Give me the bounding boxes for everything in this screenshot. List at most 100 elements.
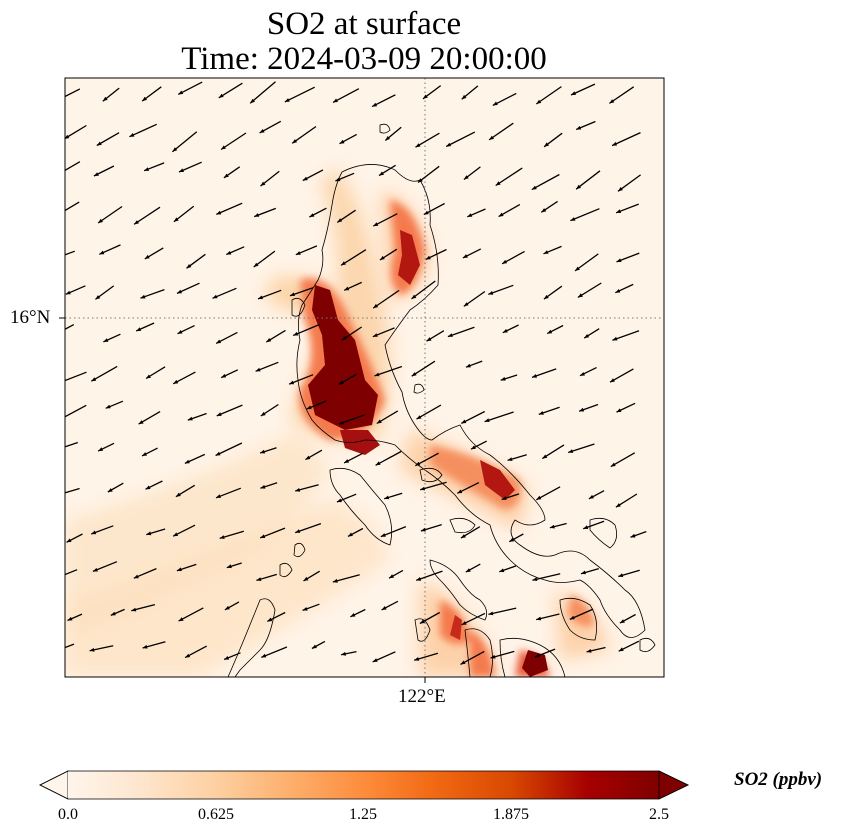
wind-arrow-head <box>339 420 344 425</box>
wind-arrow-head <box>610 462 616 467</box>
wind-arrow-head <box>447 333 453 337</box>
wind-arrow-head <box>547 329 553 334</box>
wind-arrow <box>133 206 161 225</box>
wind-arrow-head <box>224 656 230 660</box>
wind-arrow-head <box>416 577 422 581</box>
wind-arrow-head <box>89 647 95 652</box>
wind-arrow <box>609 86 635 104</box>
wind-arrow-head <box>284 98 290 102</box>
wind-arrow <box>447 326 475 338</box>
wind-arrow-head <box>289 380 295 385</box>
wind-arrow-head <box>218 93 224 98</box>
wind-arrow-head <box>261 653 267 658</box>
wind-arrow-head <box>221 373 227 378</box>
wind-arrow-head <box>92 567 98 572</box>
wind-arrow <box>65 88 81 98</box>
wind-arrow-head <box>59 380 64 384</box>
wind-arrow-head <box>372 102 378 107</box>
wind-arrow-head <box>488 291 494 295</box>
wind-arrow-head <box>142 452 147 456</box>
colorbar-tick-4: 2.5 <box>649 806 669 823</box>
wind-arrow-head <box>373 303 379 309</box>
wind-arrow-head <box>99 250 105 255</box>
wind-arrow <box>65 250 76 256</box>
wind-arrow-head <box>224 605 230 610</box>
wind-arrow-head <box>311 644 317 649</box>
wind-arrow-head <box>575 266 580 271</box>
wind-arrow-head <box>460 534 466 539</box>
wind-arrow <box>420 481 447 491</box>
wind-arrow <box>611 132 641 147</box>
wind-arrow <box>488 122 514 141</box>
wind-arrow-head <box>65 290 71 295</box>
wind-arrow <box>291 125 317 144</box>
wind-arrow-head <box>543 294 549 300</box>
wind-arrow-head <box>172 147 178 152</box>
wind-arrow-head <box>131 607 137 612</box>
wind-arrow <box>171 131 198 153</box>
wind-arrow-head <box>176 567 182 572</box>
wind-arrow <box>570 208 600 222</box>
wind-arrow-head <box>55 493 60 497</box>
colorbar-gradient <box>68 771 659 799</box>
wind-arrow-head <box>618 647 624 652</box>
wind-arrow <box>90 365 118 382</box>
wind-arrow-head <box>420 486 426 491</box>
wind-arrow-head <box>570 217 576 221</box>
wind-arrow-head <box>414 657 420 661</box>
wind-arrow-head <box>93 172 99 176</box>
wind-arrow-head <box>215 451 221 456</box>
wind-arrow-head <box>341 651 346 656</box>
wind-arrow <box>65 161 81 172</box>
wind-arrow-head <box>384 495 390 500</box>
wind-arrow-head <box>142 644 148 649</box>
wind-arrow-head <box>146 374 151 379</box>
wind-arrow-head <box>502 328 508 333</box>
wind-arrow-head <box>373 222 379 227</box>
wind-arrow-head <box>463 302 469 307</box>
colorbar-tick-2: 1.25 <box>349 806 377 823</box>
wind-arrow <box>65 487 80 494</box>
wind-arrow <box>617 174 641 192</box>
wind-arrow-head <box>223 173 229 178</box>
wind-arrow-head <box>374 372 380 377</box>
wind-arrow-head <box>612 336 618 341</box>
wind-arrow-head <box>612 141 618 146</box>
wind-arrow-head <box>579 407 585 412</box>
wind-arrow-head <box>541 208 547 213</box>
colorbar-title: SO2 (ppbv) <box>734 769 823 790</box>
wind-arrow-head <box>418 178 423 183</box>
wind-arrow-head <box>91 530 97 535</box>
wind-arrow <box>249 81 276 104</box>
wind-arrow-head <box>295 251 301 255</box>
wind-arrow-head <box>138 420 144 425</box>
wind-arrow-head <box>305 455 311 460</box>
wind-arrow-head <box>381 606 387 610</box>
wind-arrow-head <box>253 262 259 267</box>
wind-arrow <box>411 360 436 377</box>
wind-arrow-head <box>221 145 226 150</box>
wind-arrow-head <box>60 169 65 173</box>
wind-arrow-head <box>492 101 498 106</box>
wind-arrow <box>416 404 442 420</box>
wind-arrow-head <box>267 617 273 622</box>
wind-arrow-head <box>619 619 625 624</box>
wind-arrow-head <box>303 576 309 581</box>
wind-arrow-head <box>389 574 394 579</box>
wind-arrow-head <box>379 171 384 176</box>
wind-arrow-head <box>465 568 471 573</box>
wind-arrow-head <box>583 525 589 529</box>
wind-arrow-head <box>216 494 221 498</box>
wind-arrow <box>65 569 78 576</box>
wind-arrow-head <box>186 264 192 269</box>
wind-arrow-head <box>509 537 515 542</box>
wind-arrow-head <box>59 647 64 651</box>
wind-arrow-head <box>216 412 222 416</box>
wind-arrow-head <box>616 209 622 213</box>
wind-arrow <box>129 123 157 138</box>
so2-plume-core <box>308 230 548 677</box>
lon-tick-label: 122°E <box>398 686 446 707</box>
wind-arrow-head <box>295 529 301 533</box>
wind-arrow-head <box>258 295 263 300</box>
wind-arrow-head <box>66 538 72 543</box>
